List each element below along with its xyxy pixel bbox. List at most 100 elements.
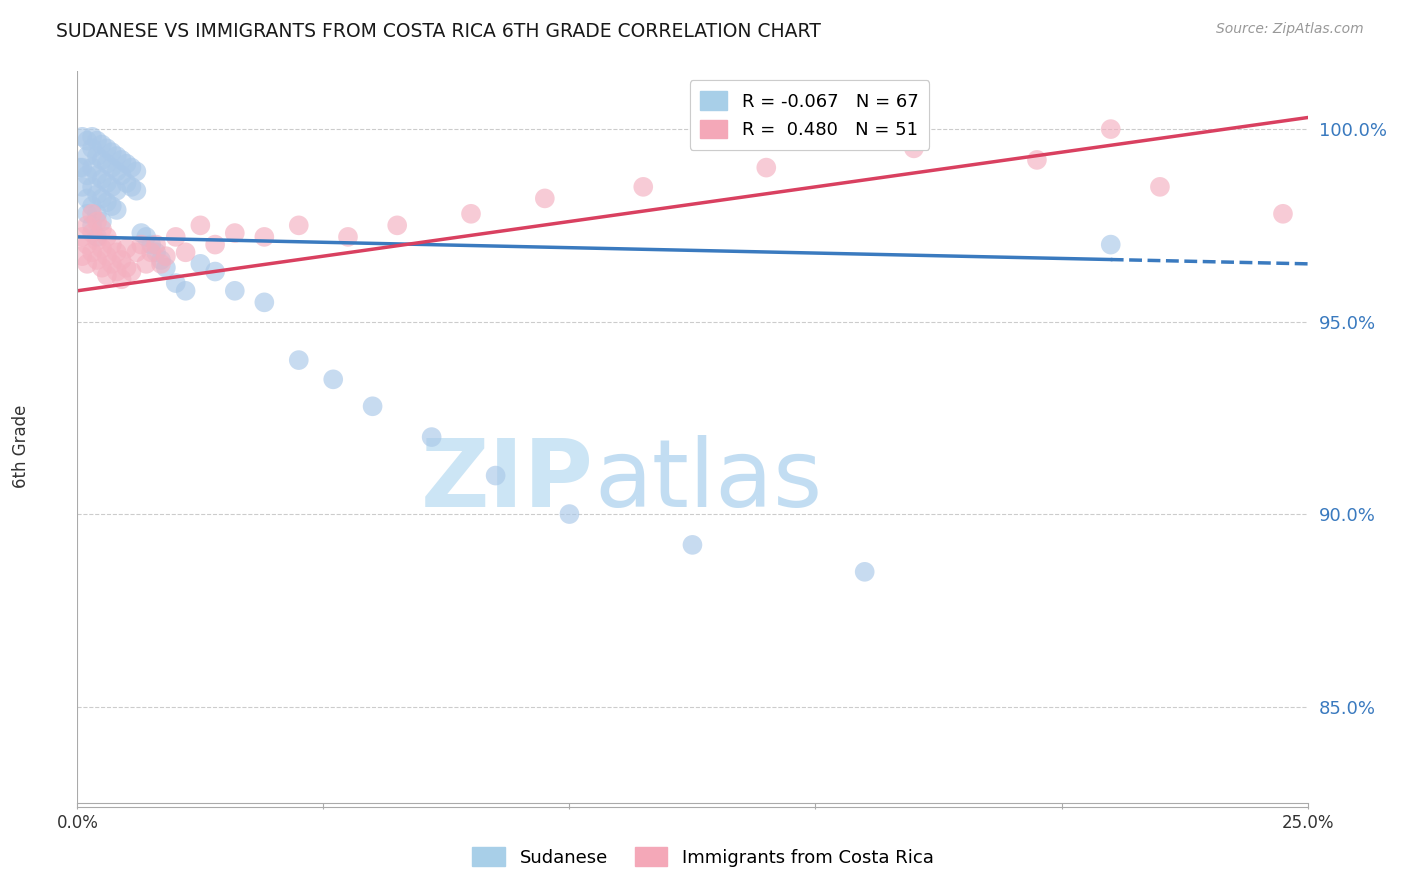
Point bbox=[86, 207, 108, 221]
Point bbox=[86, 149, 108, 163]
Point bbox=[76, 237, 98, 252]
Point bbox=[155, 260, 177, 275]
Point bbox=[96, 141, 118, 155]
Point bbox=[76, 191, 98, 205]
Point bbox=[135, 230, 157, 244]
Point bbox=[253, 230, 276, 244]
Point bbox=[101, 237, 124, 252]
Point bbox=[460, 207, 482, 221]
Point bbox=[105, 164, 128, 178]
Point bbox=[165, 276, 187, 290]
Point bbox=[682, 538, 704, 552]
Point bbox=[90, 214, 114, 228]
Point bbox=[145, 237, 167, 252]
Point bbox=[121, 179, 143, 194]
Point bbox=[90, 242, 114, 256]
Point bbox=[96, 176, 118, 190]
Point bbox=[165, 230, 187, 244]
Legend: R = -0.067   N = 67, R =  0.480   N = 51: R = -0.067 N = 67, R = 0.480 N = 51 bbox=[689, 80, 929, 150]
Point bbox=[82, 199, 104, 213]
Point bbox=[101, 145, 124, 160]
Point bbox=[633, 179, 655, 194]
Point bbox=[387, 219, 409, 233]
Point bbox=[76, 169, 98, 183]
Text: Source: ZipAtlas.com: Source: ZipAtlas.com bbox=[1216, 22, 1364, 37]
Point bbox=[86, 252, 108, 267]
Point bbox=[853, 565, 876, 579]
Point bbox=[420, 430, 443, 444]
Point bbox=[141, 237, 163, 252]
Point bbox=[1099, 122, 1122, 136]
Point bbox=[70, 129, 93, 144]
Point bbox=[135, 257, 157, 271]
Point bbox=[534, 191, 557, 205]
Point bbox=[101, 179, 124, 194]
Point bbox=[69, 161, 91, 175]
Point bbox=[90, 191, 114, 205]
Point bbox=[111, 272, 132, 286]
Point bbox=[224, 284, 246, 298]
Point bbox=[96, 230, 118, 244]
Point bbox=[204, 264, 226, 278]
Point bbox=[96, 195, 118, 210]
Point bbox=[101, 257, 124, 271]
Point bbox=[82, 179, 104, 194]
Point bbox=[90, 137, 114, 152]
Point bbox=[174, 245, 197, 260]
Point bbox=[903, 141, 925, 155]
Point bbox=[96, 268, 118, 283]
Point bbox=[105, 245, 128, 260]
Point bbox=[82, 161, 104, 175]
Point bbox=[150, 257, 173, 271]
Point bbox=[174, 284, 197, 298]
Point bbox=[1272, 207, 1295, 221]
Point bbox=[101, 199, 124, 213]
Point bbox=[125, 245, 148, 260]
Point bbox=[82, 226, 104, 240]
Point bbox=[105, 264, 128, 278]
Point bbox=[76, 207, 98, 221]
Point bbox=[111, 169, 132, 183]
Point bbox=[115, 260, 138, 275]
Point bbox=[76, 134, 98, 148]
Point bbox=[82, 129, 104, 144]
Point bbox=[253, 295, 276, 310]
Point bbox=[86, 230, 108, 244]
Point bbox=[155, 249, 177, 263]
Point bbox=[125, 184, 148, 198]
Point bbox=[90, 172, 114, 186]
Point bbox=[105, 184, 128, 198]
Point bbox=[131, 237, 153, 252]
Point bbox=[125, 164, 148, 178]
Point bbox=[1099, 237, 1122, 252]
Point bbox=[190, 219, 212, 233]
Text: 25.0%: 25.0% bbox=[1281, 814, 1334, 832]
Point bbox=[145, 245, 167, 260]
Point bbox=[70, 230, 93, 244]
Point bbox=[76, 219, 98, 233]
Point bbox=[141, 245, 163, 260]
Point bbox=[1026, 153, 1049, 167]
Point bbox=[115, 242, 138, 256]
Point bbox=[96, 249, 118, 263]
Point bbox=[82, 245, 104, 260]
Point bbox=[82, 207, 104, 221]
Point bbox=[111, 252, 132, 267]
Point bbox=[111, 153, 132, 167]
Point bbox=[485, 468, 508, 483]
Point bbox=[82, 141, 104, 155]
Point bbox=[70, 161, 93, 175]
Point bbox=[115, 157, 138, 171]
Point bbox=[86, 187, 108, 202]
Point bbox=[90, 153, 114, 167]
Text: SUDANESE VS IMMIGRANTS FROM COSTA RICA 6TH GRADE CORRELATION CHART: SUDANESE VS IMMIGRANTS FROM COSTA RICA 6… bbox=[56, 22, 821, 41]
Point bbox=[131, 226, 153, 240]
Point bbox=[70, 249, 93, 263]
Point bbox=[115, 176, 138, 190]
Point bbox=[70, 179, 93, 194]
Point bbox=[1149, 179, 1171, 194]
Point bbox=[86, 134, 108, 148]
Point bbox=[76, 149, 98, 163]
Point bbox=[105, 202, 128, 217]
Point bbox=[82, 219, 104, 233]
